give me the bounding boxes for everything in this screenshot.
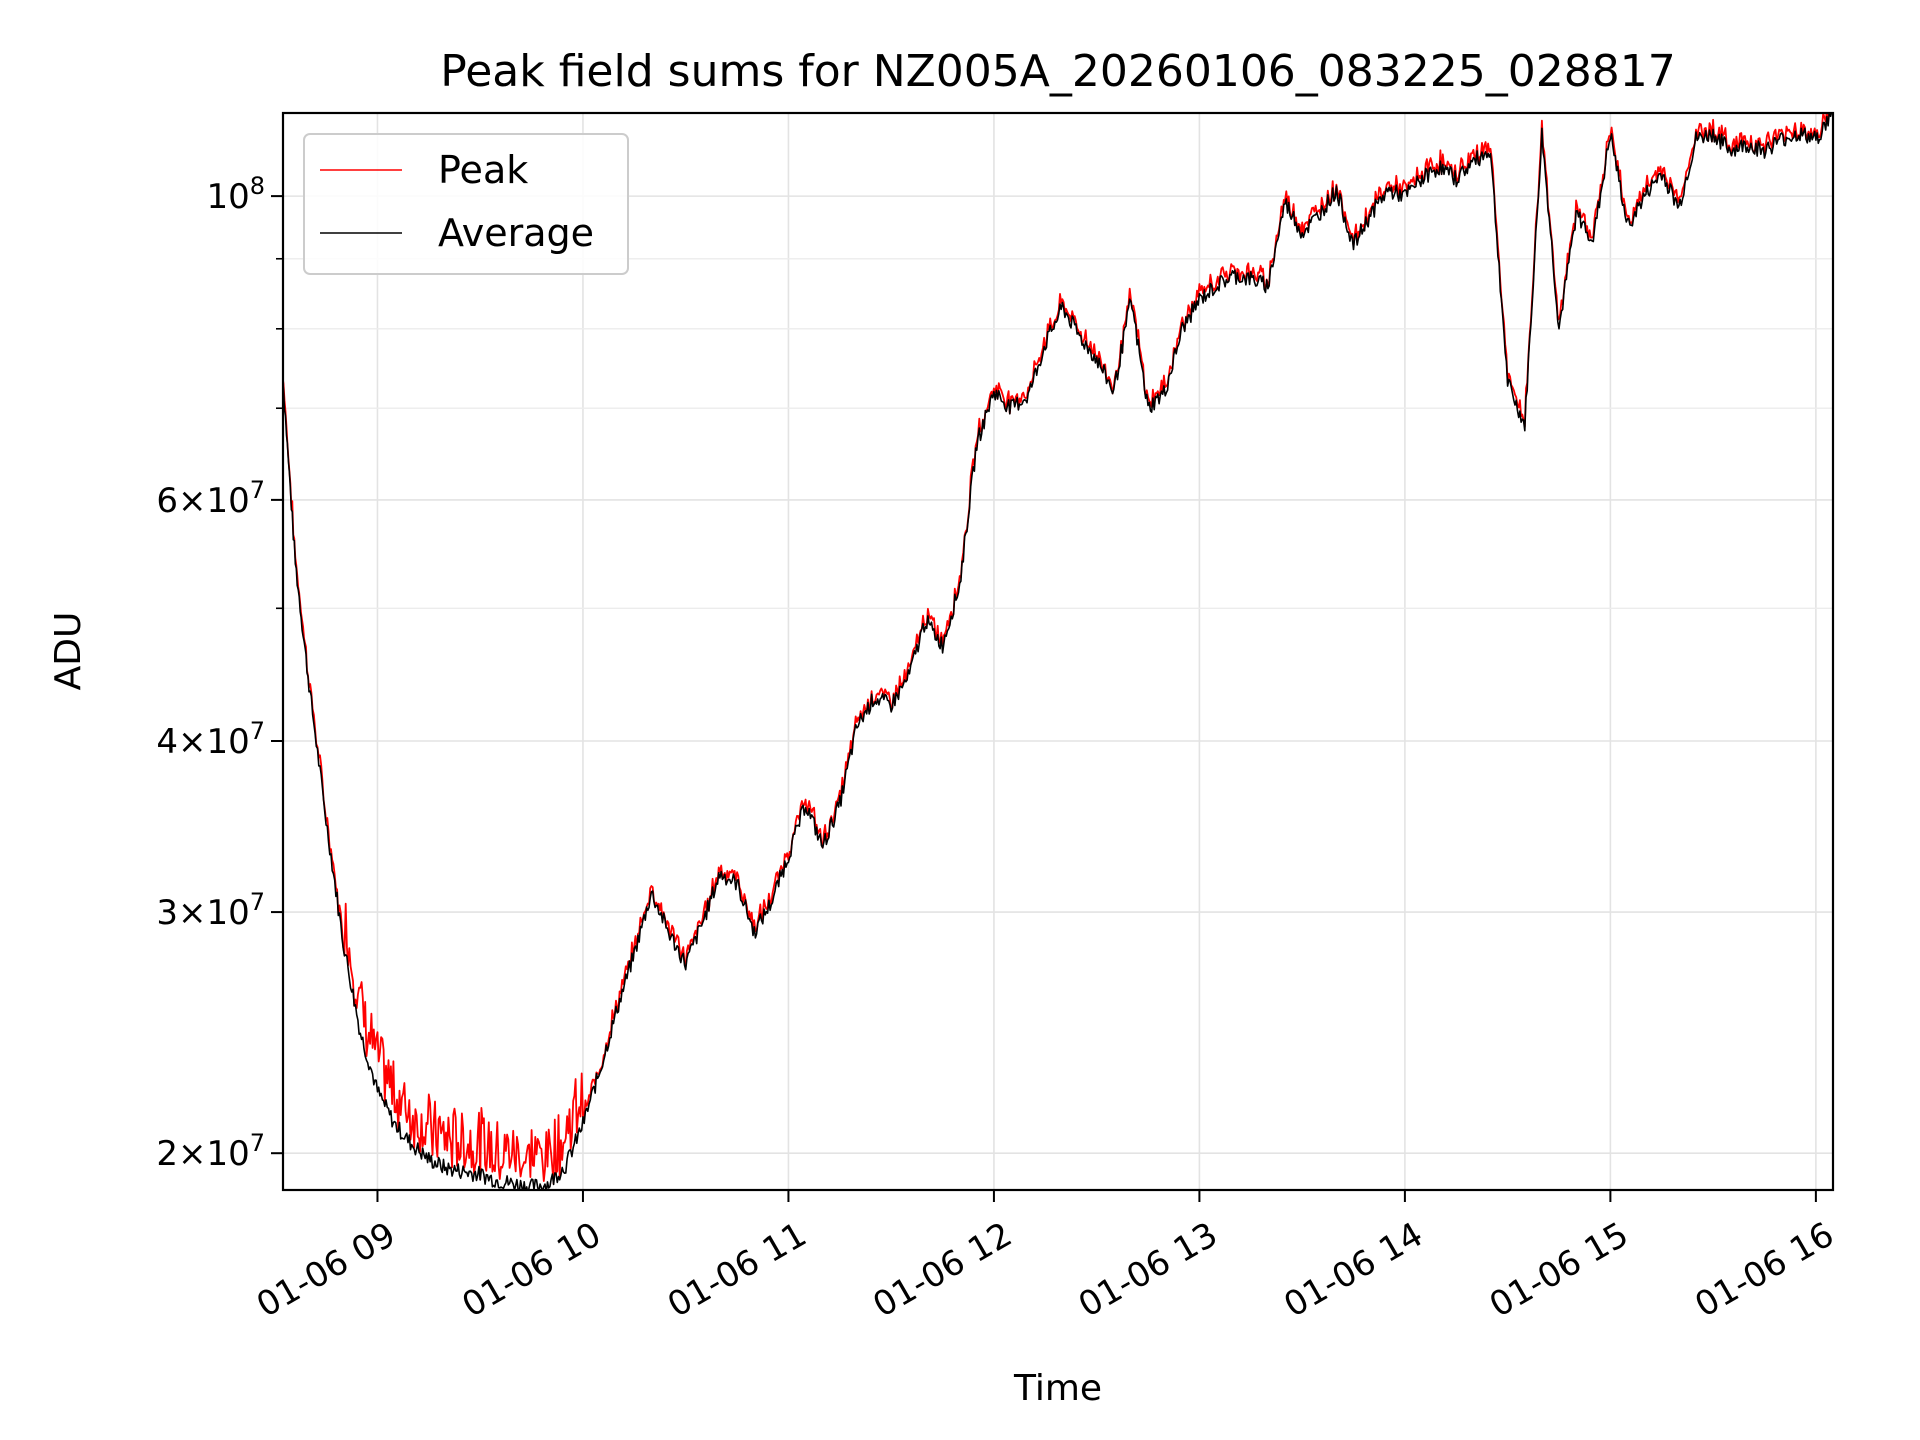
line-average: [283, 113, 1833, 1190]
y-tick-label: 108: [206, 172, 265, 217]
chart-title: Peak field sums for NZ005A_20260106_0832…: [440, 46, 1675, 97]
series-average: [283, 113, 1833, 1190]
y-tick-label: 2×107: [156, 1129, 265, 1174]
legend-label-average: Average: [438, 211, 594, 255]
y-axis: 2×107 3×107 4×107 6×107 108: [156, 172, 283, 1174]
plot-frame: [281, 111, 1835, 1192]
y-tick-label: 3×107: [156, 888, 265, 933]
y-tick-label: 4×107: [156, 717, 265, 762]
y-tick-label: 6×107: [156, 476, 265, 521]
legend-label-peak: Peak: [438, 148, 528, 192]
grid: [283, 113, 1833, 1190]
legend-box: [303, 133, 629, 275]
legend: Peak Average: [303, 133, 629, 275]
series-peak: [283, 113, 1833, 1185]
line-peak: [283, 113, 1833, 1185]
x-axis-label: Time: [1013, 1368, 1102, 1409]
y-axis-label: ADU: [48, 612, 89, 691]
